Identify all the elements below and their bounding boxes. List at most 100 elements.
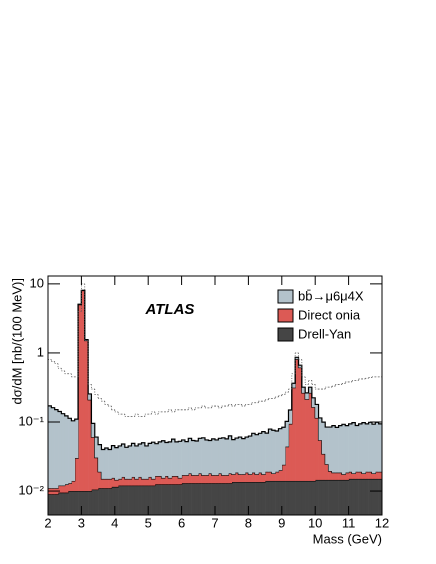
histogram-bar [248,482,253,515]
histogram-bar [58,411,62,486]
histogram-bar [375,478,379,515]
histogram-bar [71,480,76,492]
histogram-bar [168,441,172,478]
histogram-bar [331,425,336,473]
histogram-bar [291,387,296,481]
histogram-bar [84,491,89,515]
histogram-bar [104,478,109,489]
histogram-bar [251,433,256,473]
histogram-bar [114,447,119,480]
histogram-bar [375,471,379,479]
histogram-bar [101,449,106,479]
histogram-bar [235,482,239,515]
histogram-bar [91,489,96,515]
histogram-bar [74,458,79,492]
histogram-bar [114,486,119,515]
histogram-bar [358,478,363,515]
histogram-bar [141,478,146,486]
histogram-bar [211,483,216,515]
legend-label: Direct onia [298,307,361,322]
histogram-bar [265,471,269,481]
histogram-bar [64,484,69,493]
histogram-bar [108,449,112,479]
histogram-bar [345,479,349,515]
histogram-bar [351,478,356,515]
histogram-bar [318,417,323,441]
histogram-bar [268,480,273,515]
histogram-bar [108,488,112,515]
histogram-bar [358,471,363,479]
histogram-bar [48,405,52,489]
histogram-bar [328,427,333,472]
legend-swatch [277,289,294,304]
histogram-bar [368,471,373,479]
histogram-bar [301,480,306,515]
legend-label: Drell-Yan [298,326,351,341]
histogram-bar [181,483,186,515]
histogram-bar [298,480,303,515]
histogram-bar [124,478,129,486]
x-tick-label: 4 [111,515,118,530]
histogram-bar [191,483,196,515]
histogram-bar [138,444,142,477]
histogram-bar [131,443,136,477]
histogram-bar [51,407,55,489]
histogram-bar [124,485,129,515]
histogram-bar [204,475,209,484]
histogram-bar [134,445,139,479]
histogram-bar [288,480,293,515]
histogram-bar [361,478,366,515]
histogram-bar [108,478,112,489]
x-tick-label: 12 [375,515,389,530]
histogram-bar [184,441,189,476]
histogram-bar [88,399,92,492]
histogram-bar [68,483,72,492]
histogram-bar [128,445,132,479]
histogram-bar [151,485,156,515]
histogram-bar [331,479,336,515]
histogram-bar [345,425,349,473]
histogram-bar [88,393,92,400]
histogram-bar [215,439,219,476]
histogram-bar [131,476,136,486]
histogram-bar [375,422,379,472]
histogram-bar [141,485,146,515]
histogram-bar [51,494,55,515]
histogram-bar [164,484,169,515]
histogram-bar [258,482,263,515]
histogram-bar [174,484,179,515]
x-tick-label: 9 [278,515,285,530]
histogram-bar [121,485,126,515]
histogram-bar [251,482,256,515]
histogram-bar [78,304,82,492]
histogram-bar [211,475,216,484]
histogram-bar [71,491,76,515]
histogram-bar [215,475,219,484]
histogram-bar [245,472,249,483]
histogram-bar [225,438,229,476]
histogram-bar [255,434,259,475]
histogram-bar [341,479,346,515]
y-axis-label: dσ/dM [nb/(100 MeV)] [9,278,24,405]
histogram-bar [148,485,152,515]
histogram-bar [288,410,293,424]
histogram-bar [201,437,206,476]
histogram-bar [68,491,72,515]
histogram-bar [204,483,209,515]
histogram-bar [188,483,192,515]
histogram-bar [275,480,279,515]
histogram-bar [311,480,316,515]
histogram-bar [88,491,92,515]
histogram-bar [158,484,162,515]
histogram-bar [285,446,289,481]
histogram-bar [194,475,199,484]
histogram-bar [235,472,239,483]
histogram-bar [74,491,79,515]
histogram-bar [288,423,293,481]
histogram-bar [341,424,346,475]
histogram-bar [188,473,192,484]
histogram-bar [325,479,329,515]
histogram-bar [315,417,319,480]
histogram-bar [351,473,356,479]
histogram-bar [248,474,253,483]
